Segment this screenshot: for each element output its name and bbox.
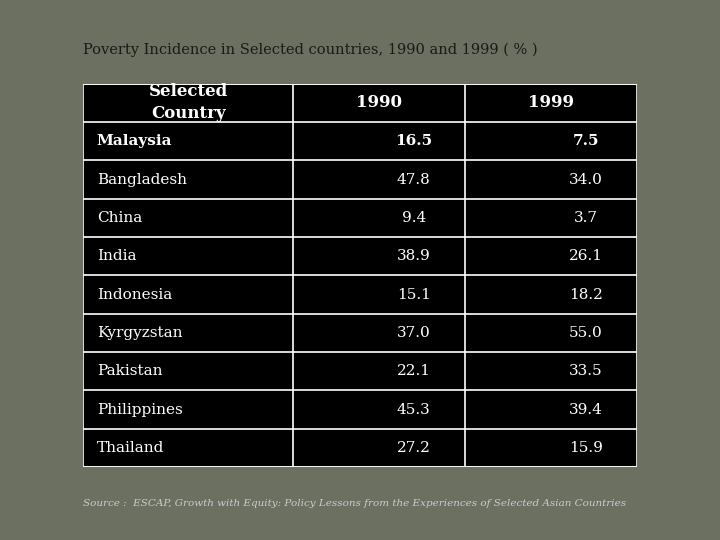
Text: 1990: 1990 (356, 94, 402, 111)
Text: 15.1: 15.1 (397, 288, 431, 301)
Text: 27.2: 27.2 (397, 441, 431, 455)
Text: Poverty Incidence in Selected countries, 1990 and 1999 ( % ): Poverty Incidence in Selected countries,… (83, 42, 537, 57)
Text: 37.0: 37.0 (397, 326, 431, 340)
Text: Selected
Country: Selected Country (148, 83, 228, 123)
Text: 45.3: 45.3 (397, 403, 431, 416)
Text: Source :  ESCAP, Growth with Equity: Policy Lessons from the Experiences of Sele: Source : ESCAP, Growth with Equity: Poli… (83, 498, 626, 508)
Text: 26.1: 26.1 (569, 249, 603, 263)
Text: 9.4: 9.4 (402, 211, 426, 225)
Text: 15.9: 15.9 (569, 441, 603, 455)
Text: 33.5: 33.5 (569, 364, 603, 378)
Text: 39.4: 39.4 (569, 403, 603, 416)
Text: 7.5: 7.5 (572, 134, 599, 148)
Text: Pakistan: Pakistan (96, 364, 162, 378)
Text: 18.2: 18.2 (569, 288, 603, 301)
Text: Bangladesh: Bangladesh (96, 173, 186, 186)
Text: 1999: 1999 (528, 94, 575, 111)
Text: 47.8: 47.8 (397, 173, 431, 186)
Text: 55.0: 55.0 (569, 326, 603, 340)
Text: 34.0: 34.0 (569, 173, 603, 186)
Text: Kyrgyzstan: Kyrgyzstan (96, 326, 182, 340)
Text: Philippines: Philippines (96, 403, 182, 416)
Text: 22.1: 22.1 (397, 364, 431, 378)
Text: 38.9: 38.9 (397, 249, 431, 263)
Text: India: India (96, 249, 136, 263)
Text: China: China (96, 211, 142, 225)
Text: 16.5: 16.5 (395, 134, 432, 148)
Text: Malaysia: Malaysia (96, 134, 172, 148)
Text: 3.7: 3.7 (574, 211, 598, 225)
Text: Indonesia: Indonesia (96, 288, 172, 301)
Text: Thailand: Thailand (96, 441, 164, 455)
